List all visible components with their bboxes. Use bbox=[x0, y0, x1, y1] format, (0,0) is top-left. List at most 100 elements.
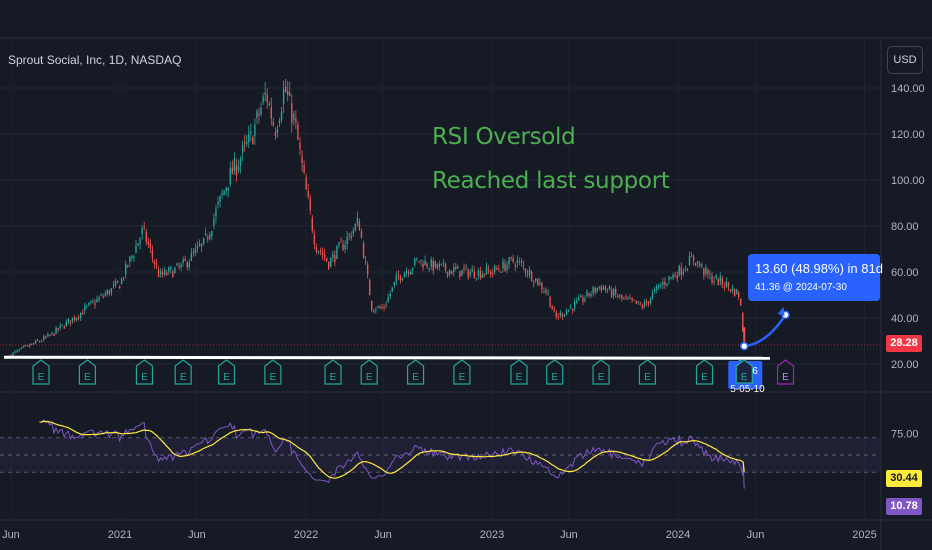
price-tick-label: 140.00 bbox=[891, 83, 925, 95]
earnings-marker[interactable]: E bbox=[32, 359, 50, 385]
price-pane[interactable]: EEEEEEEEEEEEEEEEEE65-05-10 bbox=[0, 78, 880, 395]
candle-body bbox=[426, 263, 428, 268]
rsi-pane[interactable] bbox=[0, 419, 880, 489]
support-line[interactable] bbox=[3, 355, 771, 360]
candle-body bbox=[145, 231, 147, 243]
candle-body bbox=[178, 266, 180, 268]
earnings-marker[interactable]: E bbox=[546, 359, 564, 385]
earnings-marker[interactable]: E bbox=[695, 359, 714, 385]
price-axis[interactable]: 140.00 120.00 100.00 80.00 60.00 40.00 20.00 75… bbox=[891, 83, 925, 441]
candle-body bbox=[428, 268, 430, 270]
measure-start-handle[interactable] bbox=[739, 341, 749, 351]
earnings-marker-label: E bbox=[782, 372, 789, 383]
candle-body bbox=[237, 166, 240, 171]
candle-body bbox=[442, 262, 445, 264]
earnings-markers[interactable]: EEEEEEEEEEEEEEEEEE65-05-10 bbox=[32, 359, 795, 395]
candle-body bbox=[711, 275, 713, 283]
candle-body bbox=[696, 261, 699, 263]
measure-label[interactable]: 13.60 (48.98%) in 81d 41.36 @ 2024-07-30 bbox=[748, 254, 883, 301]
earnings-marker[interactable]: E bbox=[174, 359, 192, 385]
candle-body bbox=[250, 131, 252, 134]
candle-body bbox=[213, 218, 215, 226]
candle-body bbox=[459, 271, 461, 278]
candle-body bbox=[664, 281, 666, 285]
candle-body bbox=[125, 264, 127, 275]
candle-body bbox=[539, 282, 541, 285]
candle-body bbox=[330, 258, 332, 267]
earnings-marker-label: E bbox=[459, 372, 466, 383]
candle-body bbox=[471, 269, 473, 272]
candle-body bbox=[297, 124, 299, 140]
candle-body bbox=[686, 269, 689, 271]
candle-body bbox=[721, 278, 723, 285]
candle-body bbox=[379, 306, 381, 308]
earnings-marker[interactable]: E bbox=[776, 359, 795, 385]
candle-body bbox=[461, 269, 463, 276]
candle-body bbox=[619, 295, 621, 297]
candle-body bbox=[332, 254, 334, 258]
earnings-marker[interactable]: E bbox=[592, 359, 610, 385]
candle-body bbox=[223, 190, 225, 195]
candle-body bbox=[569, 307, 572, 309]
candle-body bbox=[735, 289, 738, 295]
earnings-marker[interactable]: E bbox=[264, 359, 282, 385]
candle-body bbox=[598, 286, 600, 288]
candle-body bbox=[57, 328, 59, 330]
earnings-marker[interactable]: E bbox=[510, 359, 528, 385]
candle-body bbox=[416, 259, 418, 261]
candle-body bbox=[129, 256, 131, 262]
candle-body bbox=[229, 168, 231, 185]
candle-body bbox=[567, 309, 570, 312]
candle-body bbox=[543, 291, 545, 293]
candle-body bbox=[737, 292, 740, 298]
earnings-marker-shape bbox=[735, 359, 753, 384]
candle-body bbox=[157, 269, 160, 277]
candle-body bbox=[371, 300, 373, 311]
last-price-badge: 28.28 bbox=[886, 335, 922, 352]
candle-body bbox=[399, 276, 402, 281]
earnings-marker[interactable]: E bbox=[135, 359, 154, 385]
candle-body bbox=[420, 259, 422, 261]
candle-body bbox=[639, 303, 641, 305]
time-axis[interactable]: Jun 2021 Jun 2022 Jun 2023 Jun 2024 Jun 2025 bbox=[2, 529, 877, 541]
earnings-marker-label: E bbox=[38, 372, 45, 383]
currency-button[interactable]: USD bbox=[887, 46, 923, 74]
candle-body bbox=[225, 187, 227, 191]
price-tick-label: 60.00 bbox=[891, 267, 919, 279]
candle-body bbox=[350, 235, 352, 239]
candle-body bbox=[30, 343, 33, 345]
earnings-marker-label: E bbox=[180, 372, 187, 383]
candle-body bbox=[75, 317, 78, 321]
earnings-marker[interactable]: E bbox=[453, 359, 471, 385]
symbol-title: Sprout Social, Inc, 1D, NASDAQ bbox=[8, 53, 182, 67]
candle-body bbox=[40, 341, 43, 343]
annotation-last-support[interactable]: Reached last support bbox=[432, 168, 670, 194]
candle-body bbox=[586, 290, 588, 296]
earnings-marker[interactable]: E bbox=[638, 359, 657, 385]
earnings-marker[interactable]: E bbox=[217, 359, 236, 385]
candle-body bbox=[28, 345, 31, 347]
candle-body bbox=[53, 333, 55, 336]
earnings-marker-shape bbox=[453, 359, 471, 385]
annotation-rsi-oversold[interactable]: RSI Oversold bbox=[432, 124, 576, 150]
price-tick-label: 100.00 bbox=[891, 175, 925, 187]
candle-body bbox=[231, 167, 234, 175]
candle-body bbox=[291, 103, 293, 124]
earnings-marker-shape bbox=[32, 359, 50, 385]
rsi-ma-badge: 30.44 bbox=[886, 470, 922, 487]
candle-body bbox=[153, 261, 156, 264]
earnings-marker[interactable]: E bbox=[78, 359, 96, 385]
candle-body bbox=[537, 278, 539, 286]
candle-body bbox=[729, 289, 732, 292]
candle-body bbox=[221, 193, 223, 196]
candle-body bbox=[705, 267, 707, 275]
earnings-marker-shape bbox=[360, 359, 378, 385]
candle-body bbox=[198, 244, 201, 246]
candle-body bbox=[344, 244, 346, 250]
earnings-marker[interactable]: E bbox=[360, 359, 378, 385]
earnings-marker[interactable]: E bbox=[406, 359, 425, 385]
candle-body bbox=[315, 247, 318, 252]
earnings-marker[interactable]: E bbox=[324, 359, 342, 385]
measure-arrow[interactable] bbox=[744, 314, 787, 348]
